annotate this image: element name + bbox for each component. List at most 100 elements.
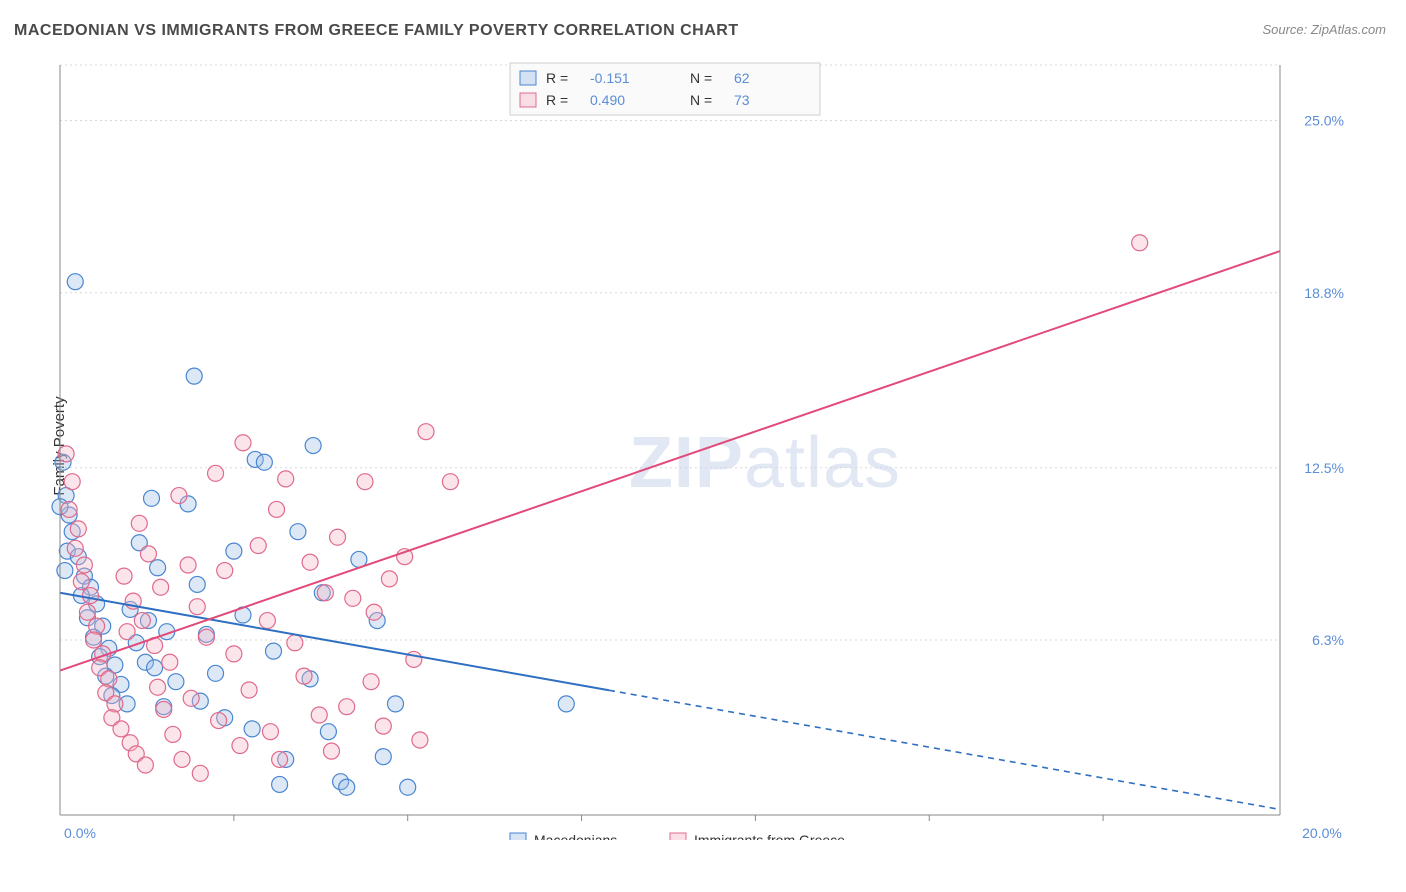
data-point-macedonians (320, 724, 336, 740)
data-point-immigrants_greece (192, 765, 208, 781)
legend-r-label: R = (546, 70, 568, 86)
y-tick-label: 25.0% (1304, 113, 1344, 129)
scatter-plot: ZIPatlas6.3%12.5%18.8%25.0%0.0%20.0%R =-… (50, 55, 1350, 840)
legend-r-value: 0.490 (590, 92, 625, 108)
data-point-immigrants_greece (73, 574, 89, 590)
legend-n-value: 62 (734, 70, 750, 86)
data-point-macedonians (57, 563, 73, 579)
trend-line-ext-macedonians (609, 690, 1280, 809)
source-attribution: Source: ZipAtlas.com (1262, 22, 1386, 37)
y-tick-label: 18.8% (1304, 285, 1344, 301)
data-point-immigrants_greece (140, 546, 156, 562)
data-point-immigrants_greece (89, 618, 105, 634)
data-point-immigrants_greece (116, 568, 132, 584)
data-point-immigrants_greece (113, 721, 129, 737)
data-point-macedonians (244, 721, 260, 737)
data-point-immigrants_greece (86, 632, 102, 648)
data-point-macedonians (290, 524, 306, 540)
data-point-macedonians (558, 696, 574, 712)
y-tick-label: 12.5% (1304, 460, 1344, 476)
data-point-macedonians (266, 643, 282, 659)
data-point-immigrants_greece (189, 599, 205, 615)
data-point-immigrants_greece (174, 751, 190, 767)
legend-swatch-macedonians (520, 71, 536, 85)
data-point-immigrants_greece (241, 682, 257, 698)
data-point-immigrants_greece (134, 613, 150, 629)
data-point-immigrants_greece (217, 563, 233, 579)
data-point-immigrants_greece (272, 751, 288, 767)
data-point-immigrants_greece (412, 732, 428, 748)
data-point-immigrants_greece (137, 757, 153, 773)
data-point-immigrants_greece (250, 538, 266, 554)
data-point-immigrants_greece (76, 557, 92, 573)
data-point-immigrants_greece (323, 743, 339, 759)
data-point-immigrants_greece (70, 521, 86, 537)
data-point-immigrants_greece (339, 699, 355, 715)
data-point-immigrants_greece (235, 435, 251, 451)
data-point-immigrants_greece (418, 424, 434, 440)
trend-line-immigrants_greece (60, 251, 1280, 670)
data-point-immigrants_greece (198, 629, 214, 645)
data-point-immigrants_greece (107, 696, 123, 712)
x-corner-left: 0.0% (64, 825, 96, 840)
data-point-macedonians (186, 368, 202, 384)
data-point-immigrants_greece (269, 501, 285, 517)
data-point-immigrants_greece (226, 646, 242, 662)
data-point-macedonians (226, 543, 242, 559)
data-point-immigrants_greece (131, 515, 147, 531)
data-point-immigrants_greece (366, 604, 382, 620)
data-point-immigrants_greece (61, 501, 77, 517)
x-corner-right: 20.0% (1302, 825, 1342, 840)
data-point-macedonians (388, 696, 404, 712)
data-point-immigrants_greece (1132, 235, 1148, 251)
legend-n-label: N = (690, 92, 712, 108)
data-point-macedonians (272, 776, 288, 792)
data-point-immigrants_greece (67, 540, 83, 556)
data-point-immigrants_greece (311, 707, 327, 723)
legend-r-label: R = (546, 92, 568, 108)
data-point-macedonians (150, 560, 166, 576)
data-point-immigrants_greece (302, 554, 318, 570)
data-point-immigrants_greece (165, 726, 181, 742)
legend-r-value: -0.151 (590, 70, 630, 86)
data-point-macedonians (147, 660, 163, 676)
data-point-macedonians (256, 454, 272, 470)
legend-n-value: 73 (734, 92, 750, 108)
data-point-immigrants_greece (278, 471, 294, 487)
chart-svg: ZIPatlas6.3%12.5%18.8%25.0%0.0%20.0%R =-… (50, 55, 1350, 840)
data-point-immigrants_greece (317, 585, 333, 601)
data-point-immigrants_greece (381, 571, 397, 587)
data-point-immigrants_greece (208, 465, 224, 481)
data-point-immigrants_greece (211, 713, 227, 729)
data-point-immigrants_greece (442, 474, 458, 490)
data-point-macedonians (305, 438, 321, 454)
data-point-immigrants_greece (171, 488, 187, 504)
data-point-immigrants_greece (153, 579, 169, 595)
data-point-immigrants_greece (259, 613, 275, 629)
data-point-immigrants_greece (345, 590, 361, 606)
data-point-immigrants_greece (375, 718, 391, 734)
data-point-macedonians (400, 779, 416, 795)
data-point-immigrants_greece (357, 474, 373, 490)
legend-n-label: N = (690, 70, 712, 86)
legend-swatch-immigrants_greece (670, 833, 686, 840)
data-point-immigrants_greece (180, 557, 196, 573)
legend-swatch-macedonians (510, 833, 526, 840)
chart-title: MACEDONIAN VS IMMIGRANTS FROM GREECE FAM… (14, 22, 739, 40)
data-point-immigrants_greece (330, 529, 346, 545)
data-point-macedonians (189, 576, 205, 592)
data-point-macedonians (339, 779, 355, 795)
data-point-immigrants_greece (64, 474, 80, 490)
data-point-immigrants_greece (183, 690, 199, 706)
data-point-macedonians (168, 674, 184, 690)
y-tick-label: 6.3% (1312, 632, 1344, 648)
data-point-immigrants_greece (363, 674, 379, 690)
data-point-immigrants_greece (296, 668, 312, 684)
data-point-immigrants_greece (156, 701, 172, 717)
legend-label-macedonians: Macedonians (534, 832, 617, 840)
legend-swatch-immigrants_greece (520, 93, 536, 107)
data-point-immigrants_greece (150, 679, 166, 695)
data-point-immigrants_greece (119, 624, 135, 640)
data-point-macedonians (67, 274, 83, 290)
data-point-immigrants_greece (79, 604, 95, 620)
